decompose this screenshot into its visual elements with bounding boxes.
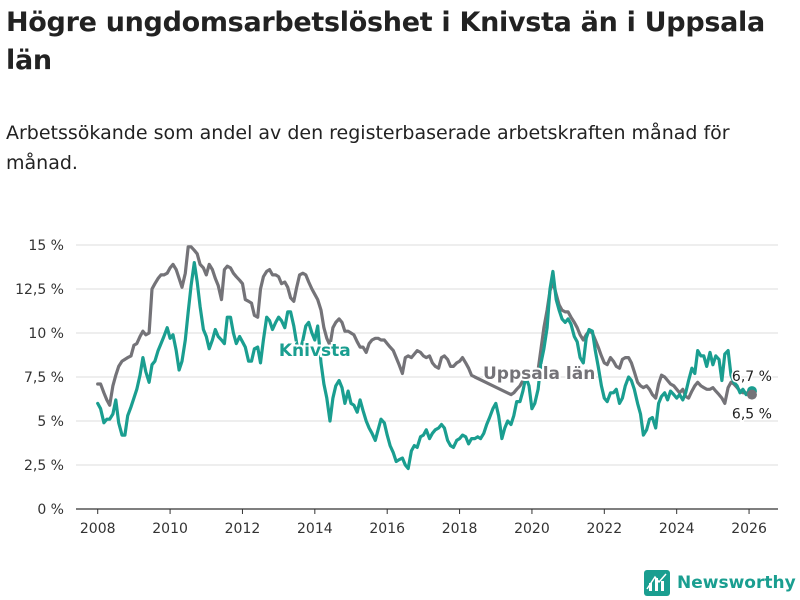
- gridlines: [76, 244, 778, 466]
- newsworthy-brand: Newsworthy: [644, 568, 796, 598]
- series-line-uppsala-lan: [96, 245, 754, 407]
- newsworthy-logo-icon: [644, 570, 670, 596]
- x-tick-label: 2010: [152, 521, 188, 537]
- series-label-uppsala-lan: Uppsala län: [483, 364, 595, 384]
- x-tick-label: 2024: [659, 521, 695, 537]
- y-tick-label: 10 %: [28, 326, 64, 342]
- x-tick-label: 2012: [225, 521, 261, 537]
- series-lines: [96, 245, 757, 471]
- end-value-label-knivsta: 6,7 %: [732, 369, 772, 385]
- x-tick-label: 2016: [369, 521, 405, 537]
- series-line-knivsta: [96, 261, 754, 471]
- y-tick-label: 12,5 %: [15, 282, 64, 298]
- end-value-label-uppsala-lan: 6,5 %: [732, 407, 772, 423]
- x-tick-label: 2014: [297, 521, 333, 537]
- x-tick-label: 2020: [514, 521, 550, 537]
- x-tick-label: 2026: [731, 521, 767, 537]
- axes: 0 % 2,5 % 5 % 7,5 % 10 % 12,5 % 15 % 2008 2010 20…: [15, 238, 778, 537]
- chart-title: Högre ungdomsarbetslöshet i Knivsta än i…: [6, 7, 765, 76]
- y-tick-label: 5 %: [37, 414, 64, 430]
- x-tick-label: 2008: [80, 521, 116, 537]
- end-point-uppsala-lan: [746, 389, 757, 400]
- y-tick-label: 7,5 %: [24, 370, 64, 386]
- chart-subtitle: Arbetssökande som andel av den registerb…: [6, 122, 730, 174]
- series-label-knivsta: Knivsta: [279, 341, 351, 361]
- y-tick-label: 2,5 %: [24, 458, 64, 474]
- y-tick-label: 0 %: [37, 502, 64, 518]
- series-labels: Knivsta Uppsala län 6,7 % 6,5 %: [277, 339, 774, 424]
- y-tick-label: 15 %: [28, 238, 64, 254]
- brand-name: Newsworthy: [677, 573, 796, 593]
- x-tick-label: 2018: [442, 521, 478, 537]
- x-tick-label: 2022: [586, 521, 622, 537]
